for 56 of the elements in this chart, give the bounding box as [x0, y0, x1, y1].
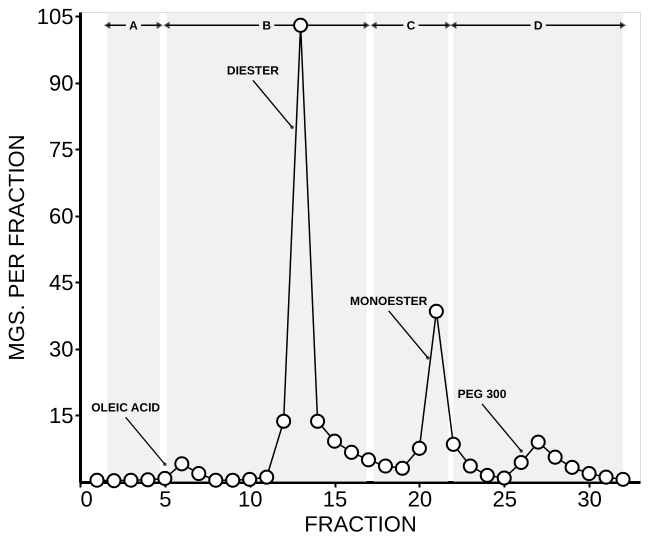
- point: [208, 472, 224, 488]
- x-tick-label: 30: [577, 486, 602, 512]
- point: [412, 440, 427, 456]
- x-tick-label: 15: [322, 486, 348, 512]
- x-tick-label: 0: [80, 486, 93, 512]
- x-tick-label: 25: [492, 486, 517, 512]
- point: [462, 458, 478, 474]
- point: [259, 470, 274, 485]
- point: [360, 452, 376, 468]
- point: [123, 472, 138, 488]
- point: [530, 434, 546, 450]
- y-tick-label: 75: [49, 136, 74, 162]
- point: [616, 472, 631, 487]
- y-tick-label: 60: [49, 203, 74, 228]
- point: [598, 470, 614, 485]
- point: [106, 473, 122, 488]
- x-tick-label: 20: [408, 486, 432, 512]
- y-tick-label: 45: [49, 270, 74, 295]
- x-tick-label: 5: [159, 486, 172, 512]
- y-tick-label: 15: [49, 402, 74, 428]
- y-tick-label: 105: [36, 4, 74, 29]
- point: [428, 304, 444, 319]
- y-axis-title: MGS. PER FRACTION: [4, 134, 29, 361]
- point: [564, 460, 580, 475]
- band-label: B: [262, 18, 272, 32]
- band-label: D: [534, 18, 543, 32]
- point: [140, 472, 156, 488]
- point: [157, 470, 172, 486]
- x-axis-title: FRACTION: [304, 512, 417, 536]
- point: [496, 470, 512, 486]
- point: [582, 466, 597, 482]
- y-tick-label: 90: [49, 70, 74, 96]
- point: [174, 456, 190, 472]
- point: [344, 444, 360, 460]
- band-label: C: [406, 18, 416, 32]
- point: [548, 450, 563, 465]
- point: [225, 472, 240, 488]
- point: [394, 460, 410, 476]
- annotation: DIESTER: [226, 63, 280, 78]
- point: [191, 466, 206, 482]
- point: [310, 414, 326, 429]
- point: [276, 414, 292, 429]
- point: [89, 472, 104, 488]
- y-tick-label: 30: [49, 336, 74, 362]
- band-label: A: [129, 18, 138, 32]
- point: [480, 468, 495, 483]
- annotation: MONOESTER: [350, 294, 428, 308]
- x-tick-label: 10: [238, 486, 262, 512]
- point: [242, 472, 258, 487]
- annotation: OLEIC ACID: [91, 400, 160, 414]
- point: [446, 436, 461, 452]
- annotation: PEG 300: [458, 386, 507, 401]
- point: [327, 434, 342, 449]
- point: [293, 18, 308, 33]
- point: [514, 454, 529, 470]
- point: [378, 458, 393, 474]
